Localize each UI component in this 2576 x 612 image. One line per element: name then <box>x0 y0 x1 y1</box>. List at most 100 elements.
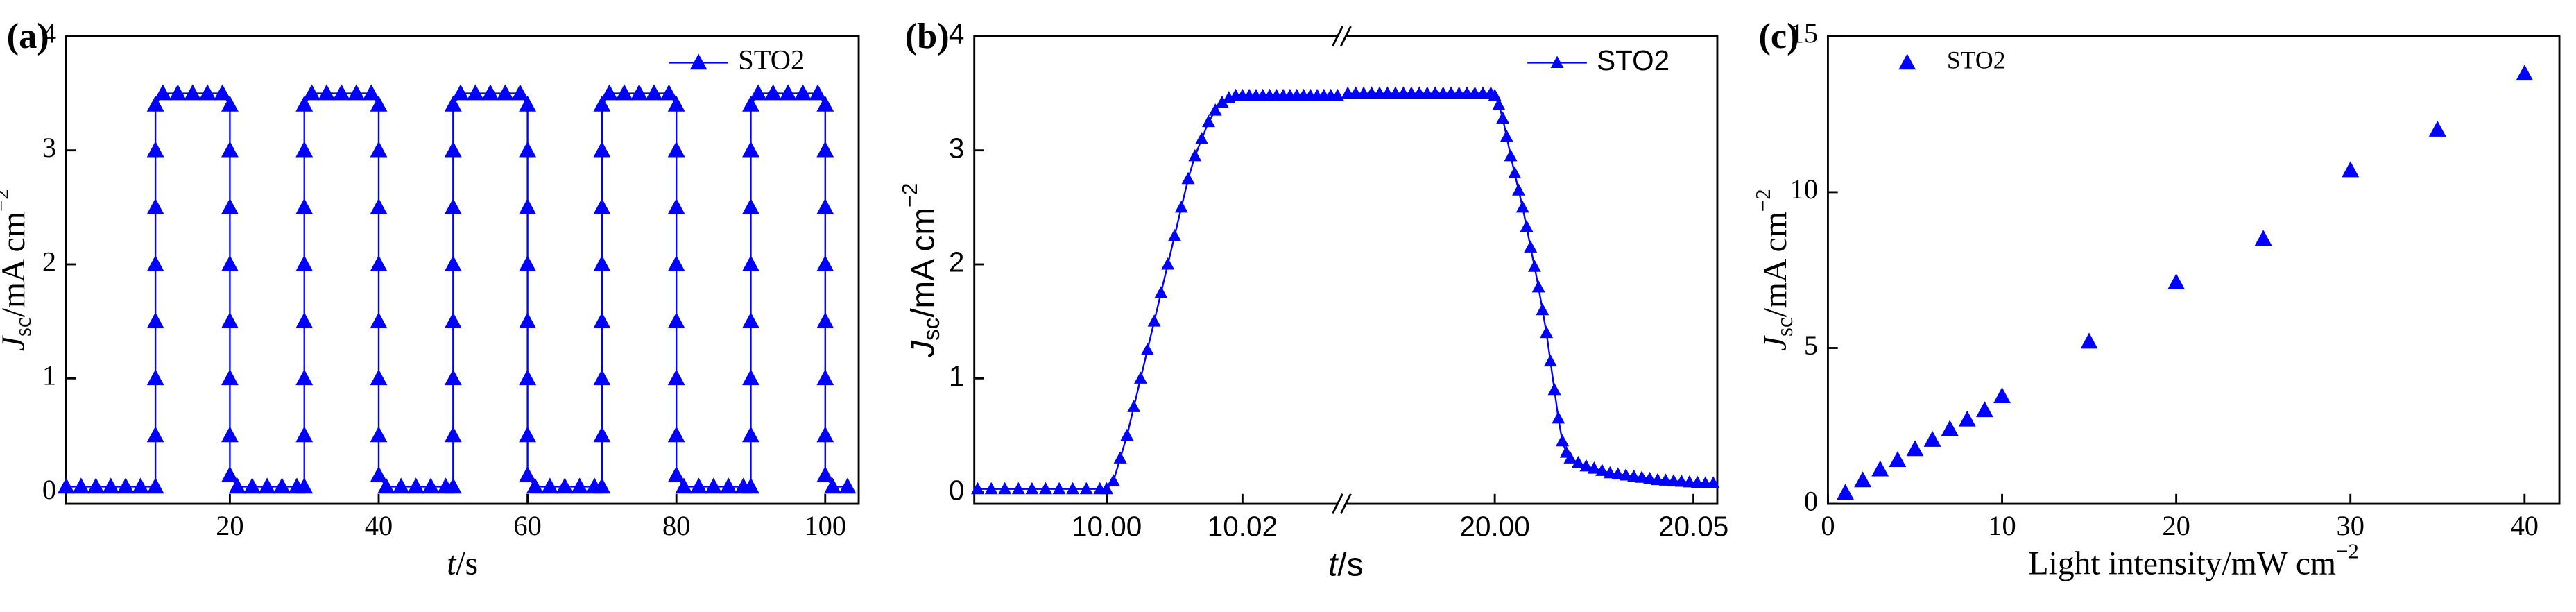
data-point <box>971 482 985 495</box>
data-point <box>370 95 388 112</box>
axis-break-mark <box>1339 493 1352 514</box>
axis-label-part: −2 <box>0 189 13 212</box>
data-point <box>1595 464 1609 476</box>
axis-break-gap <box>1338 31 1346 42</box>
data-point <box>1147 314 1161 327</box>
data-point <box>816 312 834 328</box>
y-tick-label: 4 <box>42 18 56 49</box>
axis-label-part: /mA cm <box>1758 212 1794 317</box>
data-point <box>1706 476 1720 488</box>
data-point <box>1330 88 1344 101</box>
y-tick-label: 0 <box>949 474 965 506</box>
data-point <box>1627 469 1641 482</box>
axis-break-mark <box>1339 26 1352 47</box>
y-tick-label: 4 <box>949 18 965 50</box>
x-tick-label: 10 <box>1988 510 2016 541</box>
data-point <box>593 95 611 112</box>
data-point <box>816 466 834 482</box>
data-point <box>519 312 537 328</box>
data-point <box>258 477 276 494</box>
data-point <box>370 369 388 386</box>
data-point <box>1011 482 1025 495</box>
data-point <box>1635 470 1649 483</box>
panel-label: (c) <box>1758 16 1798 56</box>
data-point <box>1540 325 1554 339</box>
data-point <box>1667 474 1681 486</box>
data-point <box>593 255 611 271</box>
axis-label: t/s <box>1328 546 1363 583</box>
data-point <box>1611 467 1625 479</box>
data-point <box>1504 148 1518 162</box>
data-point <box>1488 88 1502 101</box>
data-point <box>2428 121 2446 137</box>
data-point <box>816 198 834 214</box>
data-point <box>1524 240 1538 253</box>
data-point <box>221 95 239 112</box>
data-point <box>1547 382 1561 396</box>
data-point <box>444 369 462 386</box>
panel-label: (b) <box>905 16 950 56</box>
data-point <box>295 312 314 328</box>
data-point <box>362 84 380 101</box>
data-point <box>1563 451 1577 464</box>
data-point <box>370 312 388 328</box>
data-point <box>1052 482 1066 495</box>
axis-break-mark <box>1331 493 1343 514</box>
data-point <box>1643 471 1657 484</box>
data-point <box>332 84 350 101</box>
data-point <box>132 477 150 494</box>
data-point <box>273 477 291 494</box>
data-point <box>794 84 812 101</box>
x-tick-label: 80 <box>662 510 690 541</box>
data-point <box>2167 273 2186 290</box>
y-tick-label: 1 <box>949 360 965 392</box>
data-point <box>1531 280 1545 293</box>
data-point <box>1871 460 1889 477</box>
data-point <box>295 141 314 158</box>
data-point <box>1603 466 1617 479</box>
data-point <box>1201 114 1215 128</box>
data-point <box>1674 475 1688 487</box>
data-point <box>2516 65 2534 81</box>
data-point <box>444 426 462 443</box>
data-point <box>1906 440 1924 457</box>
data-point <box>146 312 164 328</box>
axis-label-part: sc <box>919 318 945 341</box>
data-point <box>221 198 239 214</box>
y-tick-label: 1 <box>42 360 56 391</box>
data-point <box>1993 387 2011 403</box>
data-point <box>1208 103 1222 116</box>
plot-frame <box>973 35 1719 505</box>
legend-marker <box>1550 56 1564 68</box>
data-point <box>146 477 164 494</box>
data-point <box>1140 343 1154 355</box>
data-point <box>1161 257 1175 270</box>
data-point <box>667 426 685 443</box>
axis-label: Jsc/mA cm−2 <box>898 183 945 358</box>
data-point <box>593 198 611 214</box>
axis-label-part: sc <box>10 317 36 337</box>
x-tick-label: 40 <box>2511 510 2539 541</box>
data-point <box>1515 200 1529 213</box>
x-tick-label: 0 <box>1821 510 1835 541</box>
axis-label-part: /s <box>456 545 478 581</box>
y-tick-label: 2 <box>949 246 965 278</box>
data-point <box>675 477 693 494</box>
data-point <box>1651 473 1665 486</box>
data-point <box>809 84 827 101</box>
data-point <box>705 477 723 494</box>
data-point <box>667 312 685 328</box>
data-point <box>1181 171 1195 185</box>
data-point <box>839 477 857 494</box>
data-point <box>571 477 589 494</box>
data-point <box>1552 411 1565 424</box>
data-point <box>347 84 366 101</box>
axis-label-part: J <box>904 340 941 358</box>
data-point <box>1941 420 1959 436</box>
x-tick-label: 100 <box>804 510 846 541</box>
data-point <box>742 95 759 112</box>
data-point <box>998 482 1012 495</box>
axis-label-part: Light intensity/mW cm <box>2029 545 2336 581</box>
